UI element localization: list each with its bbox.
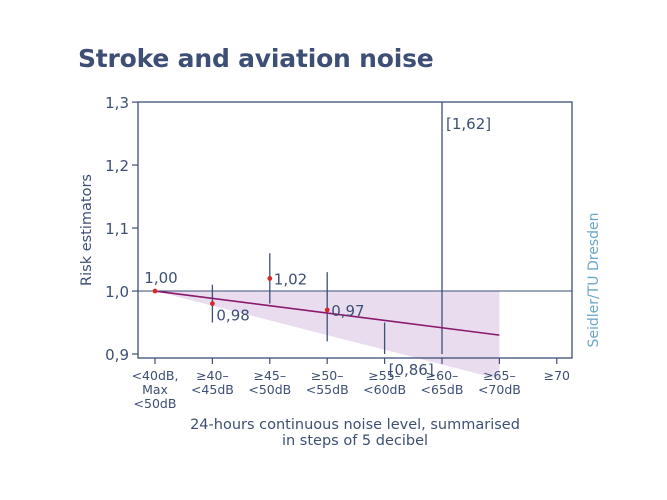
trend-line [154,290,500,336]
x-axis-label: in steps of 5 decibel [282,433,428,449]
ci-bound-label: [0,86] [389,361,434,379]
data-point [152,288,158,294]
ci-bound-label: [1,62] [446,115,491,133]
x-tick-label: <45dB [191,382,234,397]
chart-title: Stroke and aviation noise [78,44,434,73]
x-tick-label: <60dB [363,382,406,397]
data-label: 0,97 [331,302,364,320]
data-point [210,301,215,307]
x-tick-label: Max [142,382,168,397]
x-tick-label: <55dB [306,382,349,397]
x-tick-label: ≥65– [483,368,516,383]
data-point [267,276,273,281]
y-tick-label: 0,9 [105,346,129,364]
x-tick-label: <50dB [134,396,177,411]
x-tick-label: ≥55– [368,368,401,383]
x-tick-label: <70dB [478,382,521,397]
plot-frame [137,101,573,359]
data-point [324,307,330,313]
x-tick-label: ≥60– [426,368,459,383]
x-axis-label: 24-hours continuous noise level, summari… [190,417,520,433]
x-tick-label: ≥40– [196,368,229,383]
data-label: 1,00 [144,269,177,287]
x-tick-label: <50dB [248,382,291,397]
y-axis-label: Risk estimators [79,174,95,286]
source-credit: Seidler/TU Dresden [586,212,602,347]
x-tick-label: ≥70 [544,368,570,383]
y-tick-label: 1,2 [105,157,129,175]
x-tick-label: ≥45– [253,368,286,383]
x-tick-label: ≥50– [311,368,344,383]
y-tick-label: 1,3 [105,94,129,112]
x-tick-label: <65dB [421,382,464,397]
data-label: 1,02 [274,270,307,288]
data-label: 0,98 [216,307,249,325]
x-tick-label: <40dB, [132,368,179,383]
y-tick-label: 1,0 [105,283,129,301]
y-tick-label: 1,1 [105,220,129,238]
